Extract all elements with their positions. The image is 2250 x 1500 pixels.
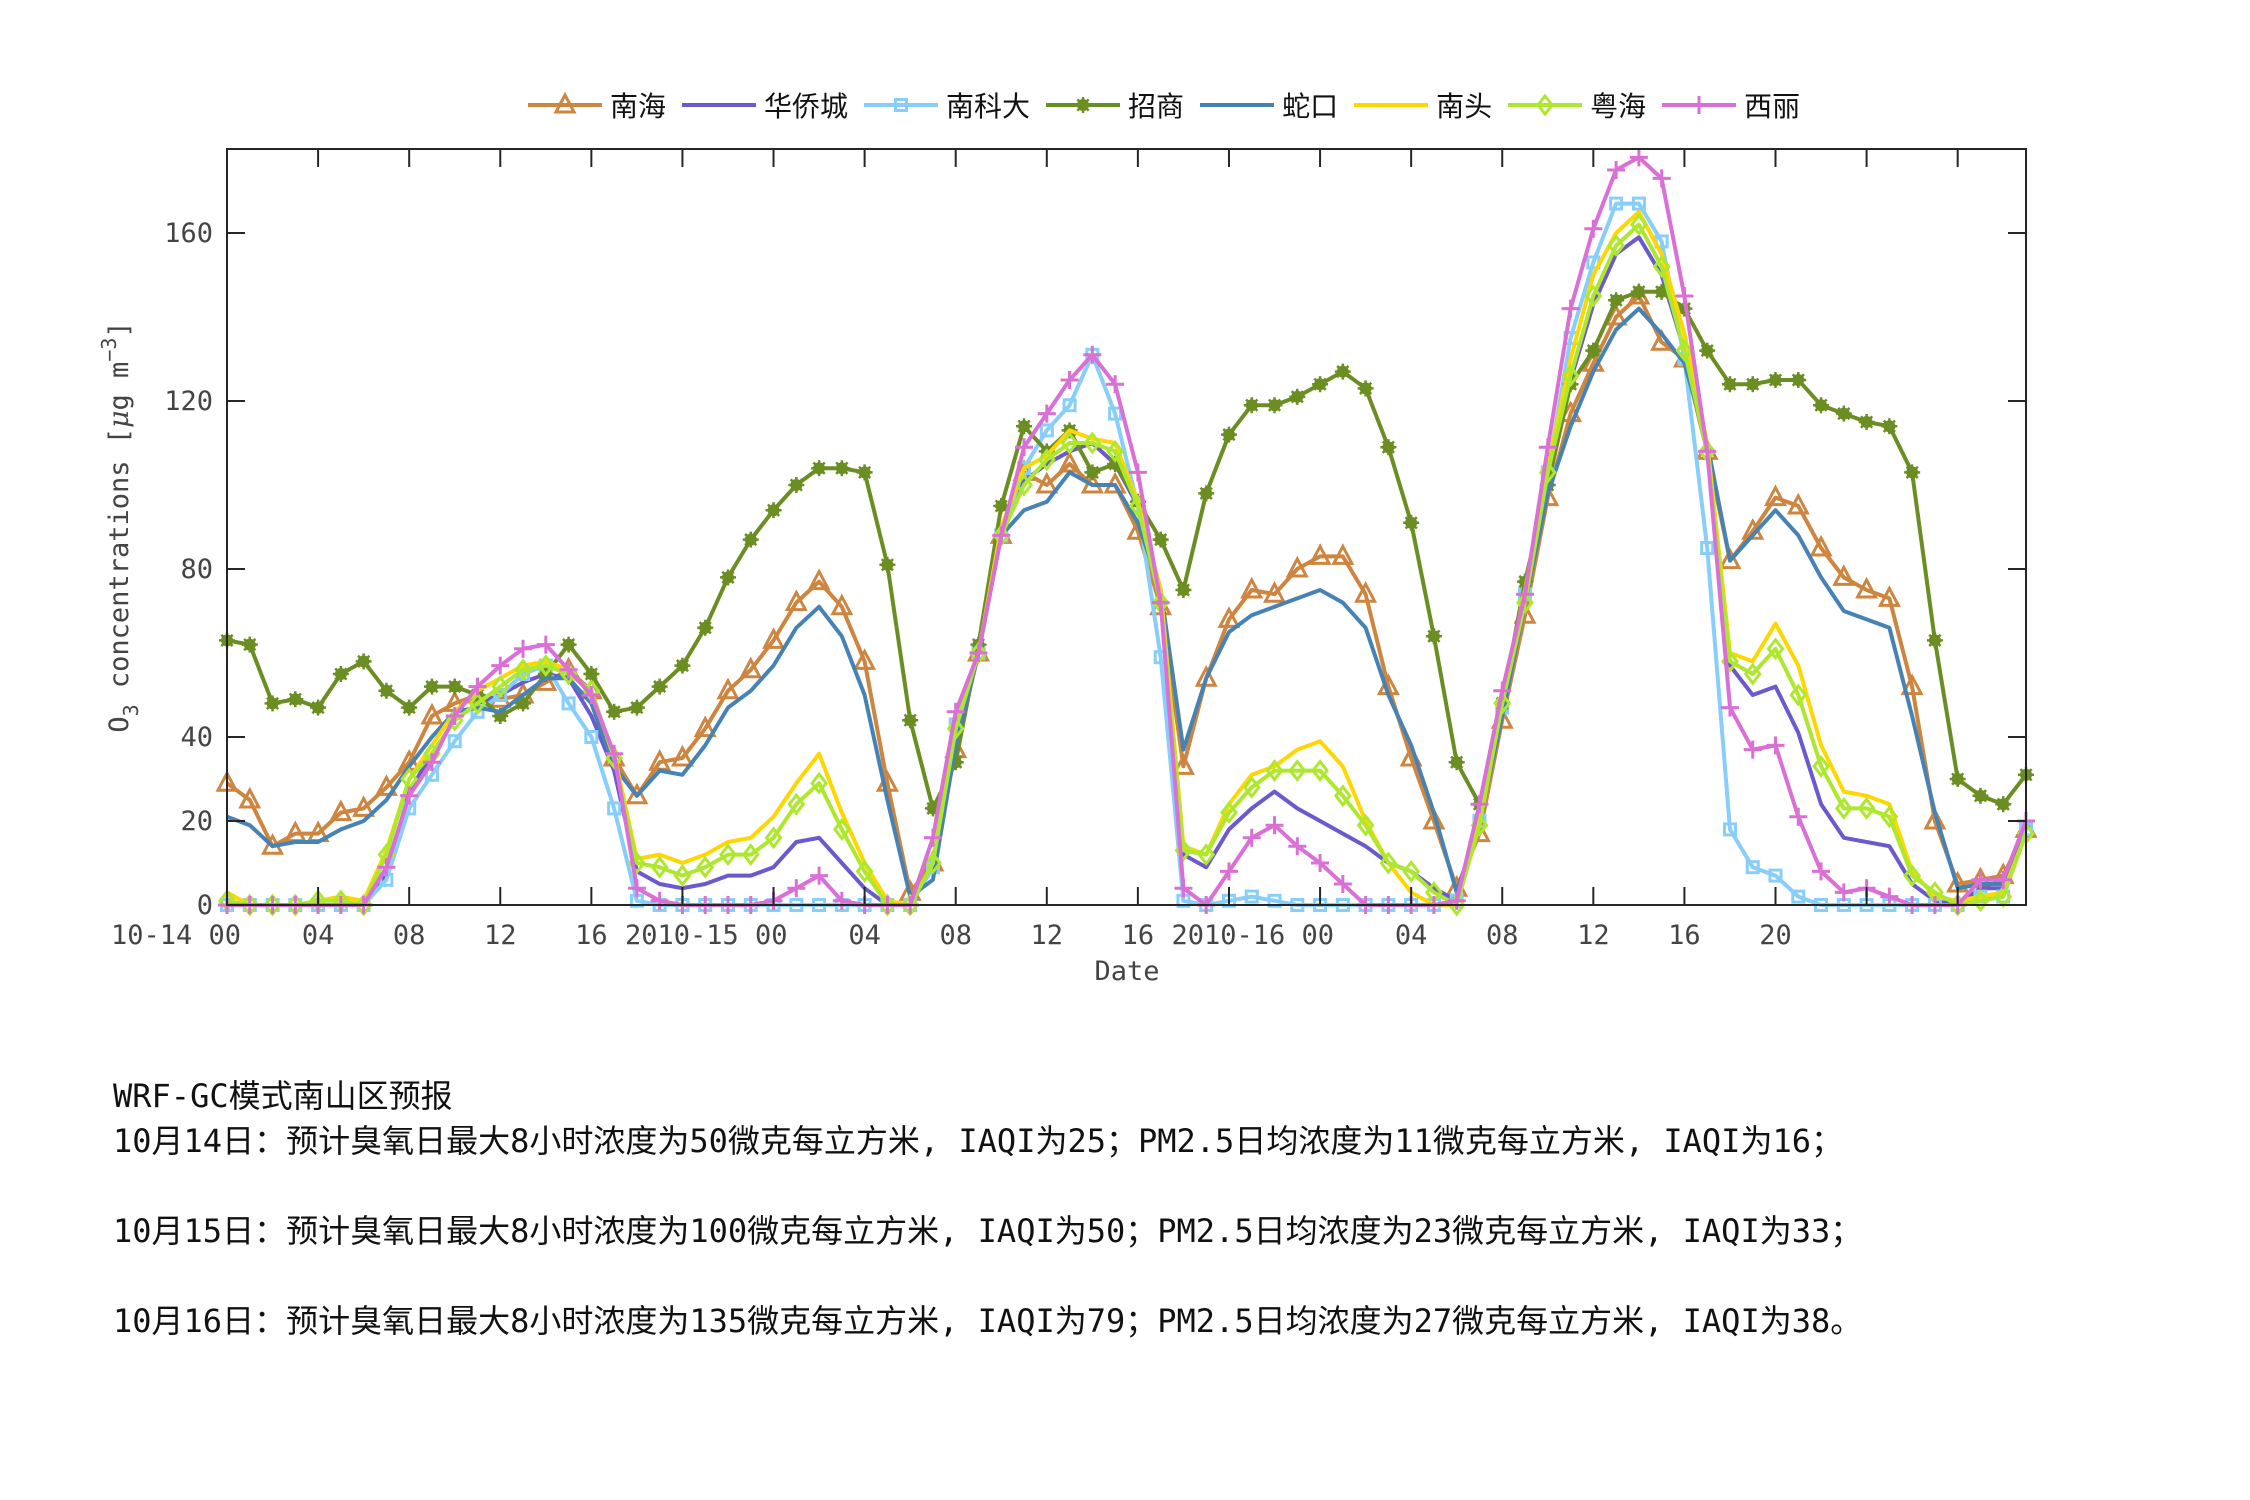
legend-label: 南科大 — [946, 90, 1031, 123]
square-legend-icon — [864, 98, 939, 112]
x-tick-label: 08 — [939, 920, 972, 951]
line-legend-icon — [1200, 103, 1275, 107]
x-tick-label: 16 — [1122, 920, 1155, 951]
x-tick-label: 2010-15 00 — [625, 920, 788, 951]
y-tick-label: 120 — [164, 386, 213, 417]
legend-item-5: 南头 — [1352, 85, 1492, 125]
y-label-sub-3: 3 — [119, 704, 143, 716]
y-tick-label: 20 — [180, 806, 213, 837]
diamond-legend-icon — [1508, 93, 1583, 117]
legend-item-4: 蛇口 — [1198, 85, 1338, 125]
series-0 — [215, 282, 2038, 901]
x-axis-label: Date — [1094, 956, 1159, 987]
legend-label: 南海 — [610, 90, 667, 123]
legend-item-1: 华侨城 — [680, 85, 848, 125]
line-legend-icon — [682, 103, 757, 107]
y-axis-label: O3 concentrations [μg m−3] — [97, 321, 143, 732]
diamond-marker-icon — [218, 213, 2035, 917]
series-7 — [218, 148, 2035, 914]
legend-label: 招商 — [1128, 90, 1185, 123]
series-line — [226, 222, 2028, 907]
plus-legend-icon — [1662, 96, 1737, 114]
chart-legend: 南海 华侨城 南科大 招商 蛇口 南头 粤海 西丽 — [526, 84, 1814, 126]
series-6 — [218, 213, 2035, 917]
triangle-legend-icon — [528, 91, 602, 114]
legend-label: 南头 — [1436, 90, 1493, 123]
square-marker-icon — [220, 196, 2033, 912]
plot-frame — [226, 148, 2027, 906]
legend-label: 蛇口 — [1282, 90, 1339, 123]
series-line — [226, 289, 2028, 811]
x-tick-label: 12 — [1031, 920, 1064, 951]
legend-item-2: 南科大 — [862, 85, 1030, 125]
y-tick-label: 80 — [180, 554, 213, 585]
plot-series-group — [215, 148, 2038, 917]
series-line — [227, 235, 2028, 907]
series-1 — [227, 235, 2028, 907]
x-tick-label: 04 — [848, 920, 881, 951]
legend-item-7: 西丽 — [1660, 85, 1800, 125]
legend-label: 西丽 — [1744, 90, 1801, 123]
line-legend-icon — [1354, 103, 1429, 107]
x-tick-label: 16 — [575, 920, 608, 951]
x-tick-label: 12 — [1577, 920, 1610, 951]
x-tick-label: 12 — [484, 920, 517, 951]
series-3 — [219, 283, 2034, 817]
caption-line-oct16: 10月16日：预计臭氧日最大8小时浓度为135微克每立方米, IAQI为79；P… — [113, 1302, 1863, 1340]
asterisk-legend-icon — [1046, 97, 1121, 113]
series-line — [226, 210, 2028, 907]
legend-item-6: 粤海 — [1506, 85, 1646, 125]
series-4 — [226, 306, 2028, 899]
legend-label: 粤海 — [1590, 90, 1647, 123]
x-tick-label: 08 — [393, 920, 426, 951]
caption-line-oct14: 10月14日：预计臭氧日最大8小时浓度为50微克每立方米, IAQI为25；PM… — [113, 1122, 1843, 1160]
x-tick-label: 20 — [1759, 920, 1792, 951]
caption-title: WRF-GC模式南山区预报 — [113, 1077, 453, 1115]
asterisk-marker-icon — [219, 283, 2034, 817]
legend-label: 华侨城 — [764, 90, 849, 123]
legend-item-3: 招商 — [1044, 85, 1184, 125]
plus-marker-icon — [218, 148, 2035, 914]
y-label-o: O — [104, 716, 135, 732]
x-tick-label: 16 — [1668, 920, 1701, 951]
axis-ticks: 0 20 40 80 120 160 10-14 00 04 08 12 16 2010-15 00 0… — [111, 149, 2026, 951]
legend-item-0: 南海 — [526, 85, 666, 125]
y-tick-label: 0 — [197, 890, 213, 921]
x-tick-label: 04 — [1395, 920, 1428, 951]
x-tick-label: 04 — [302, 920, 335, 951]
series-5 — [226, 210, 2028, 907]
caption-line-oct15: 10月15日：预计臭氧日最大8小时浓度为100微克每立方米, IAQI为50；P… — [113, 1212, 1863, 1250]
ozone-line-chart: 0 20 40 80 120 160 10-14 00 04 08 12 16 2010-15 00 0… — [97, 148, 2038, 987]
series-2 — [220, 196, 2033, 912]
y-tick-label: 160 — [164, 218, 213, 249]
x-tick-label: 08 — [1486, 920, 1519, 951]
triangle-marker-icon — [215, 282, 2038, 901]
series-line — [226, 306, 2028, 899]
x-tick-label: 2010-16 00 — [1172, 920, 1335, 951]
x-tick-label: 10-14 00 — [111, 920, 241, 951]
y-tick-label: 40 — [180, 722, 213, 753]
series-line — [227, 201, 2028, 907]
